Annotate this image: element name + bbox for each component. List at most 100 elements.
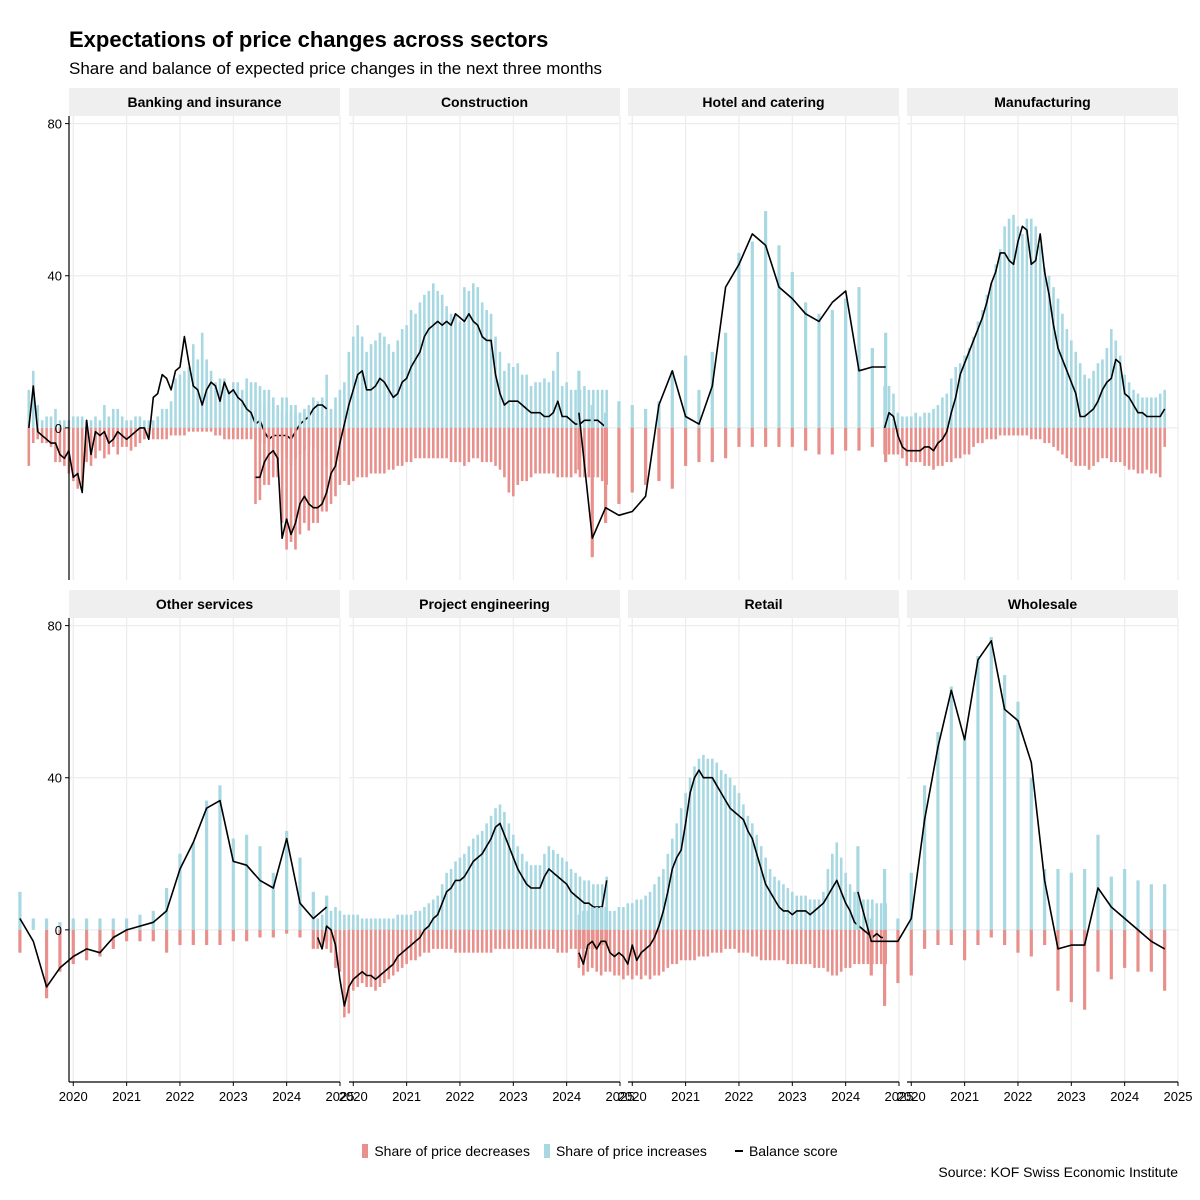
- panel-strip: [69, 590, 340, 618]
- decrease-bar: [76, 427, 80, 489]
- decrease-bar: [976, 929, 980, 946]
- decrease-bar: [857, 929, 861, 965]
- increase-bar: [285, 412, 288, 428]
- decrease-bar: [949, 929, 953, 946]
- decrease-bar: [657, 929, 661, 976]
- decrease-bar: [896, 929, 900, 984]
- decrease-bar: [143, 427, 146, 440]
- decrease-bar: [485, 427, 488, 463]
- increase-bar: [218, 378, 222, 428]
- panel-title: Wholesale: [1008, 596, 1077, 612]
- increase-bar: [369, 918, 373, 930]
- increase-bar: [254, 382, 257, 428]
- decrease-bar: [963, 427, 966, 455]
- decrease-bar: [498, 427, 502, 470]
- decrease-bar: [369, 427, 373, 474]
- x-tick-label: 2024: [831, 1089, 860, 1104]
- decrease-bar: [1105, 427, 1109, 459]
- increase-bar: [276, 408, 279, 428]
- decrease-bar: [436, 929, 440, 949]
- decrease-bar: [18, 929, 22, 953]
- increase-bar: [590, 907, 594, 930]
- x-tick-label: 2022: [445, 1089, 474, 1104]
- decrease-bar: [630, 929, 634, 980]
- decrease-bar: [520, 427, 524, 482]
- decrease-bar: [400, 427, 404, 466]
- decrease-bar: [1083, 427, 1086, 466]
- increase-bar: [604, 907, 607, 930]
- increase-bar: [498, 351, 502, 428]
- increase-bar: [436, 290, 440, 428]
- decrease-bar: [129, 427, 133, 451]
- increase-bar: [44, 918, 49, 930]
- decrease-bar: [684, 427, 688, 466]
- increase-bar: [383, 918, 386, 930]
- decrease-bar: [967, 427, 971, 455]
- increase-bar: [670, 838, 674, 930]
- x-tick-label: 2024: [1110, 1089, 1139, 1104]
- increase-bar: [463, 853, 466, 930]
- decrease-bar: [351, 929, 355, 991]
- increase-bar: [595, 907, 599, 930]
- legend-label-decreases: Share of price decreases: [374, 1143, 530, 1159]
- increase-bar: [471, 283, 475, 428]
- decrease-bar: [639, 929, 643, 980]
- increase-bar: [556, 351, 560, 428]
- decrease-bar: [440, 427, 444, 459]
- increase-bar: [165, 408, 168, 428]
- increase-bar: [560, 857, 564, 930]
- decrease-bar: [298, 929, 302, 938]
- decrease-bar: [103, 427, 106, 459]
- decrease-bar: [869, 929, 873, 976]
- decrease-bar: [1034, 427, 1038, 440]
- increase-bar: [151, 910, 155, 930]
- increase-bar: [480, 302, 484, 428]
- increase-bar: [764, 857, 767, 930]
- increase-bar: [378, 332, 382, 428]
- panel-strip: [907, 590, 1178, 618]
- increase-bar: [156, 416, 160, 428]
- x-tick-label: 2022: [724, 1089, 753, 1104]
- increase-bar: [187, 367, 191, 428]
- increase-bar: [684, 792, 687, 930]
- decrease-bar: [236, 427, 240, 440]
- decrease-bar: [644, 929, 647, 976]
- decrease-bar: [577, 427, 581, 470]
- increase-bar: [71, 416, 75, 428]
- balance-line: [883, 225, 1166, 452]
- decrease-bar: [338, 929, 342, 972]
- decrease-bar: [205, 929, 209, 946]
- increase-bar: [391, 351, 395, 428]
- increase-bar: [98, 420, 102, 428]
- increase-bar: [1132, 389, 1135, 428]
- increase-bar: [639, 899, 643, 930]
- decrease-bar: [383, 929, 386, 984]
- decrease-bar: [560, 427, 564, 478]
- increase-bar: [759, 846, 763, 930]
- decrease-bar: [719, 929, 723, 953]
- decrease-bar: [463, 929, 466, 953]
- decrease-bar: [178, 929, 182, 946]
- decrease-bar: [174, 427, 177, 436]
- decrease-bar: [387, 427, 391, 470]
- decrease-bar: [604, 929, 607, 972]
- increase-bar: [892, 393, 895, 428]
- increase-bar: [414, 910, 417, 930]
- decrease-bar: [298, 427, 302, 535]
- increase-bar: [583, 386, 586, 428]
- panel-strip: [628, 88, 899, 116]
- increase-bar: [63, 420, 66, 428]
- decrease-bar: [595, 929, 599, 972]
- increase-bar: [236, 382, 240, 428]
- increase-bar: [1061, 313, 1064, 428]
- increase-bar: [467, 290, 471, 428]
- increase-bar: [294, 412, 297, 428]
- decrease-bar: [391, 427, 395, 470]
- increase-bar: [949, 378, 953, 428]
- decrease-bar: [285, 427, 288, 550]
- increase-bar: [804, 302, 808, 428]
- increase-bar: [374, 918, 377, 930]
- decrease-bar: [666, 929, 670, 968]
- decrease-bar: [71, 929, 75, 965]
- decrease-bar: [494, 427, 497, 466]
